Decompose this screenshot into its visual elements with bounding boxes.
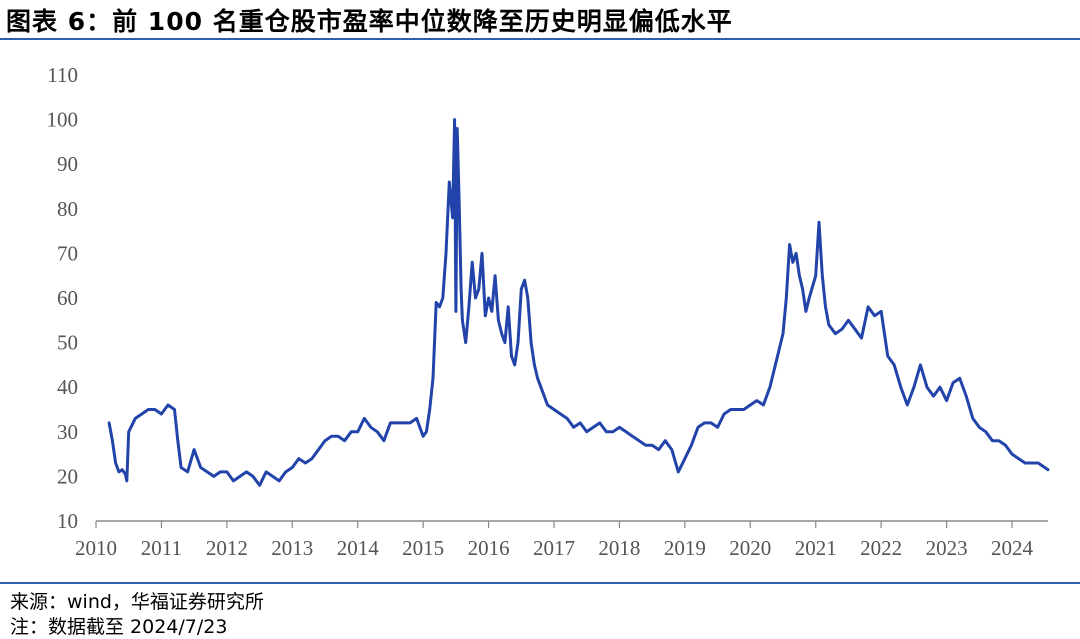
x-tick-label: 2020	[729, 536, 771, 560]
y-tick-label: 70	[57, 241, 78, 265]
y-axis: 10 20 30 40 50 60 70 80 90 100 110	[47, 63, 79, 533]
x-tick-label: 2015	[402, 536, 444, 560]
y-tick-label: 10	[57, 509, 78, 533]
x-tick-label: 2019	[664, 536, 706, 560]
title-rule	[0, 38, 1080, 40]
x-tick-label: 2018	[598, 536, 640, 560]
x-tick-label: 2016	[468, 536, 510, 560]
x-tick-label: 2011	[141, 536, 182, 560]
y-tick-label: 20	[57, 464, 78, 488]
source-note: 来源：wind，华福证券研究所	[10, 591, 264, 613]
data-date-note: 注：数据截至 2024/7/23	[10, 616, 228, 638]
x-tick-label: 2014	[337, 536, 380, 560]
x-tick-label: 2021	[795, 536, 837, 560]
x-tick-label: 2013	[271, 536, 313, 560]
y-tick-label: 90	[57, 152, 78, 176]
x-tick-label: 2012	[206, 536, 248, 560]
x-tick-label: 2024	[991, 536, 1034, 560]
x-tick-label: 2017	[533, 536, 575, 560]
y-tick-label: 80	[57, 197, 78, 221]
chart-title: 图表 6：前 100 名重仓股市盈率中位数降至历史明显偏低水平	[6, 7, 733, 36]
y-tick-label: 60	[57, 286, 78, 310]
y-tick-label: 40	[57, 375, 78, 399]
x-tick-label: 2023	[926, 536, 968, 560]
y-tick-label: 110	[47, 63, 78, 87]
y-tick-label: 30	[57, 420, 78, 444]
x-tick-label: 2022	[860, 536, 902, 560]
footer-rule	[0, 582, 1080, 584]
x-axis: 2010 2011 2012 2013 2014 2015 2016 2017 2018 2019…	[75, 520, 1048, 560]
x-tick-label: 2010	[75, 536, 117, 560]
series-line	[107, 118, 1050, 487]
plot-area	[107, 118, 1050, 487]
y-tick-label: 100	[47, 108, 79, 132]
y-tick-label: 50	[57, 331, 78, 355]
